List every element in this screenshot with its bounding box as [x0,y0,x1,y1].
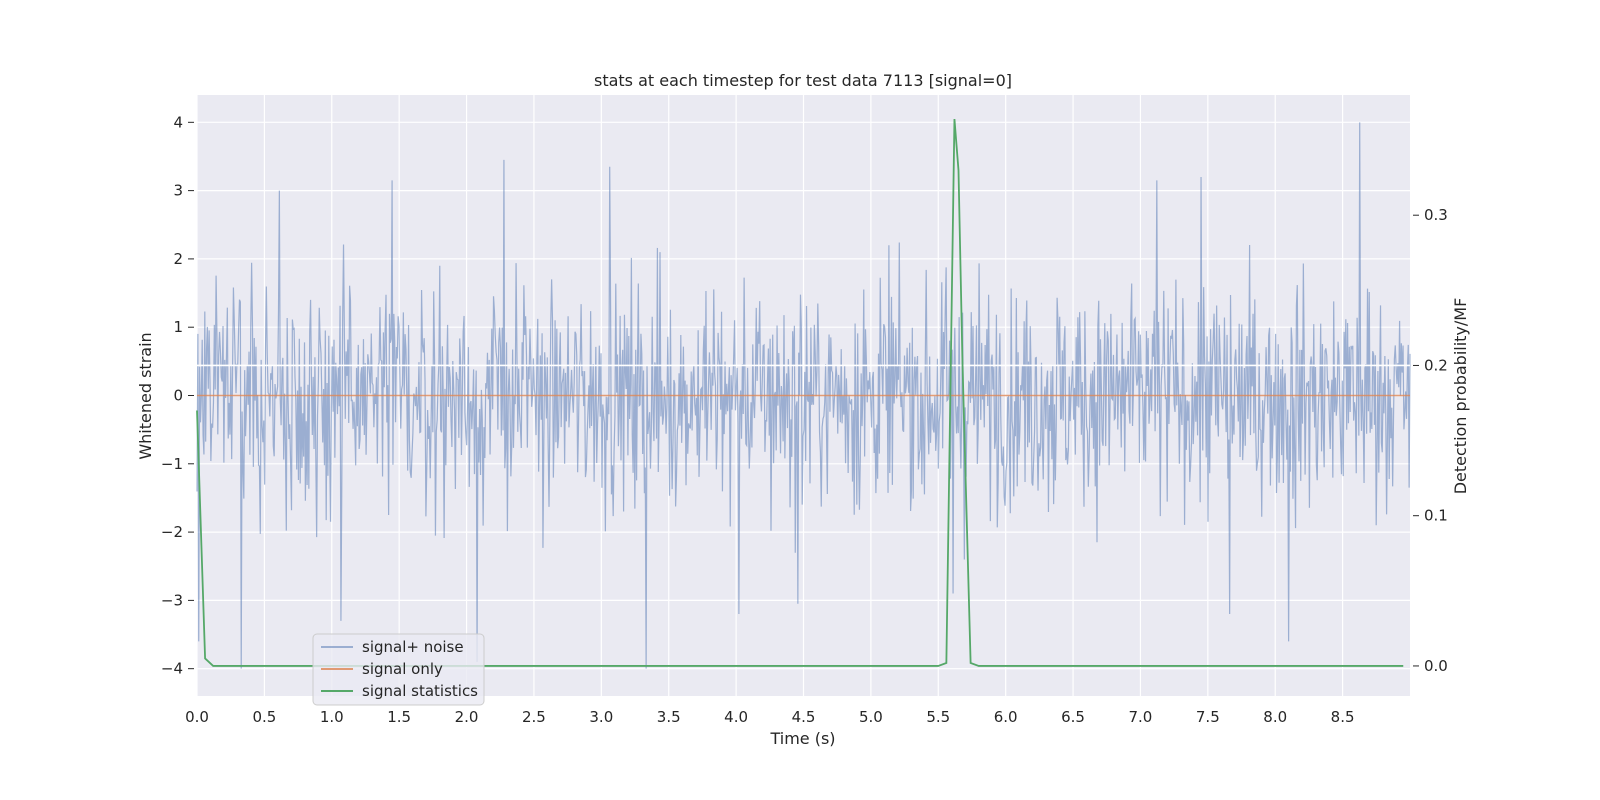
x-tick-label: 5.0 [859,708,883,726]
x-tick-label: 1.0 [320,708,344,726]
x-tick-label: 5.5 [926,708,950,726]
y-tick-label: 0 [173,387,183,405]
y-tick-label: −3 [161,591,183,609]
x-axis-label: Time (s) [769,729,835,748]
y-tick-label: 2 [173,250,183,268]
y-tick-label: −4 [161,660,183,678]
line-signal-noise [196,122,1411,669]
y-tick-label: −1 [161,455,183,473]
line-signal-statistics [196,118,1404,667]
x-tick-label: 6.0 [994,708,1018,726]
legend-label-signal-statistics: signal statistics [362,682,478,700]
x-tick-label: 1.5 [387,708,411,726]
y-tick-label: 1 [173,318,183,336]
x-tick-label: 4.0 [724,708,748,726]
y-axis-label: Whitened strain [136,332,155,459]
x-tick-label: 6.5 [1061,708,1085,726]
x-tick-label: 7.5 [1196,708,1220,726]
y-right-tick-label: 0.1 [1424,507,1448,525]
legend: signal+ noise signal only signal statist… [312,633,485,706]
legend-label-signal-noise: signal+ noise [362,638,464,656]
y-right-tick-label: 0.3 [1424,206,1448,224]
y-tick-label: 4 [173,113,183,131]
x-tick-label: 2.0 [455,708,479,726]
y-tick-label: −2 [161,523,183,541]
series-lines [196,118,1410,667]
legend-box [312,633,485,706]
x-tick-label: 0.5 [252,708,276,726]
x-tick-label: 3.5 [657,708,681,726]
x-tick-label: 8.5 [1331,708,1355,726]
x-tick-label: 3.0 [589,708,613,726]
legend-label-signal-only: signal only [362,660,443,678]
x-tick-label: 2.5 [522,708,546,726]
y-tick-label: 3 [173,182,183,200]
y-axis-label-right: Detection probability/MF [1451,298,1470,495]
x-tick-label: 4.5 [792,708,816,726]
x-tick-label: 7.0 [1129,708,1153,726]
series-signal-noise [196,122,1411,669]
chart-title: stats at each timestep for test data 711… [594,71,1012,90]
y-right-tick-label: 0.2 [1424,356,1448,374]
x-tick-label: 0.0 [185,708,209,726]
x-tick-label: 8.0 [1263,708,1287,726]
tick-labels: 0.0 0.5 1.0 1.5 2.0 2.5 3.0 3.5 4.0 4.5 5.0 5.5 6.0 6… [161,113,1448,726]
y-right-tick-label: 0.0 [1424,657,1448,675]
